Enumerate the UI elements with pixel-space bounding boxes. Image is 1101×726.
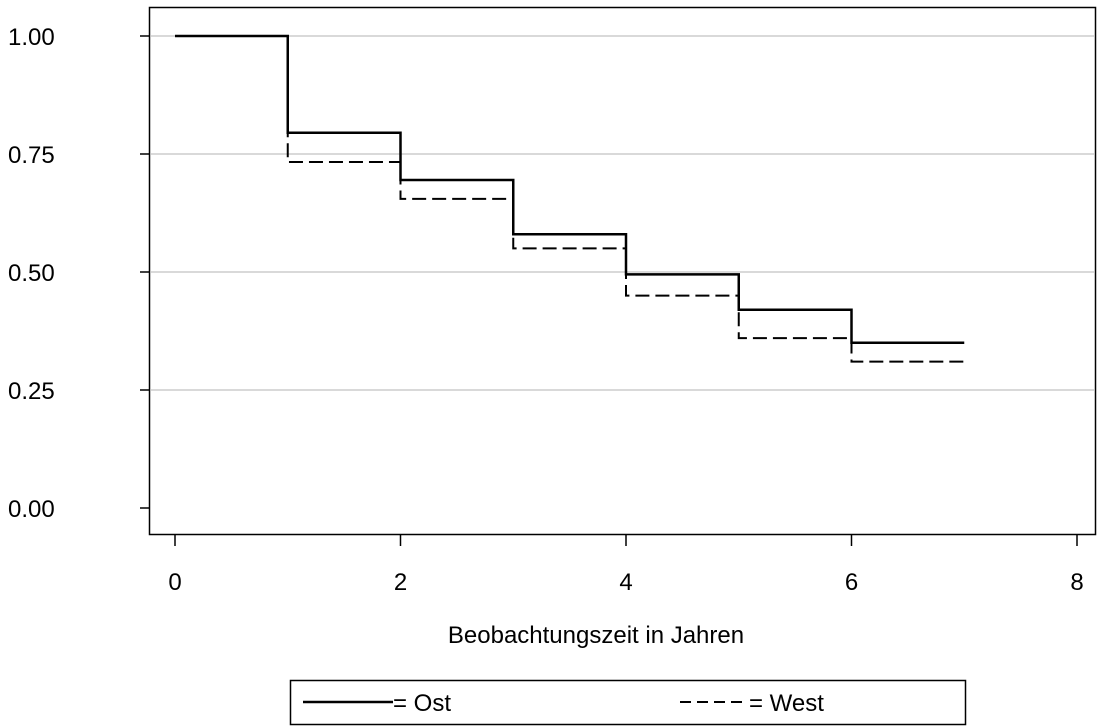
gridlines: [151, 35, 1094, 391]
series-lines: [175, 34, 965, 363]
plot-area-frame: [148, 6, 1097, 536]
legend-box: [289, 679, 967, 726]
y-tick-label: 0.00: [8, 496, 55, 523]
series-line-west: [175, 35, 965, 363]
y-tick-label: 1.00: [8, 24, 55, 51]
y-tick-label: 0.25: [8, 378, 55, 405]
legend: = Ost = West: [289, 679, 967, 726]
x-tick-label: 6: [845, 569, 858, 596]
x-axis-title: Beobachtungszeit in Jahren: [448, 622, 744, 649]
series-line-ost: [175, 34, 965, 345]
y-tick-label: 0.75: [8, 142, 55, 169]
x-tick-label: 4: [619, 569, 632, 596]
x-tick-label: 2: [394, 569, 407, 596]
x-tick-label: 8: [1070, 569, 1083, 596]
y-axis: 0.00 0.25 0.50 0.75 1.00: [8, 24, 150, 523]
x-axis: 0 2 4 6 8: [168, 535, 1084, 596]
legend-label-west: = West: [749, 690, 824, 717]
x-tick-label: 0: [168, 569, 181, 596]
y-tick-label: 0.50: [8, 260, 55, 287]
legend-label-ost: = Ost: [393, 690, 451, 717]
